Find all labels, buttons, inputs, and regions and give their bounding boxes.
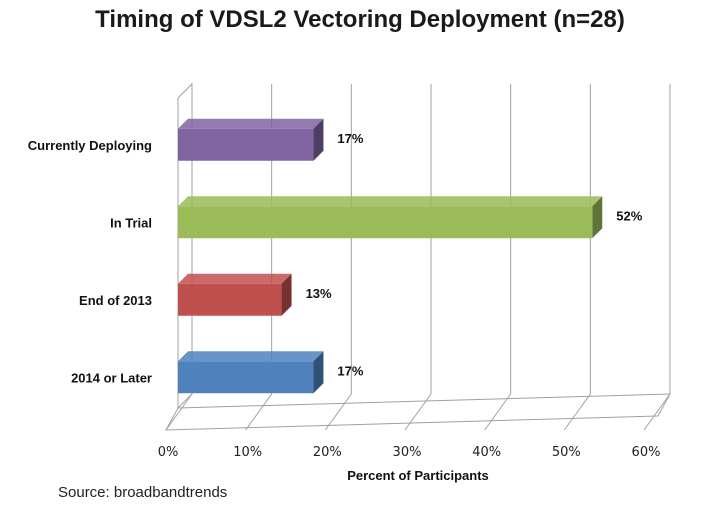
bar-front xyxy=(178,206,593,239)
category-label: End of 2013 xyxy=(79,293,152,308)
data-labels: 17% 52% 13% 17% xyxy=(306,131,643,379)
gridline-floor xyxy=(484,393,512,431)
data-label: 17% xyxy=(337,131,363,146)
bar-top xyxy=(178,351,324,362)
x-tick-label: 0% xyxy=(158,445,179,460)
category-label: Currently Deploying xyxy=(28,138,152,153)
gridline-floor xyxy=(643,393,671,431)
gridline-floor xyxy=(404,393,432,431)
data-label: 13% xyxy=(306,286,332,301)
bars xyxy=(178,118,603,394)
x-tick-label: 40% xyxy=(472,445,501,460)
x-tick-labels: 0% 10% 20% 30% 40% 50% 60% xyxy=(158,445,661,460)
x-axis-label: Percent of Participants xyxy=(347,468,489,483)
category-label: 2014 or Later xyxy=(71,370,152,385)
x-tick-label: 30% xyxy=(393,445,422,460)
data-label: 52% xyxy=(616,208,642,223)
x-tick-label: 10% xyxy=(233,445,262,460)
bar xyxy=(178,351,324,394)
chart-title: Timing of VDSL2 Vectoring Deployment (n=… xyxy=(95,6,625,33)
bar xyxy=(178,273,292,316)
bar-top xyxy=(178,118,324,129)
x-tick-label: 60% xyxy=(632,445,661,460)
gridline-floor xyxy=(563,393,591,431)
bar-side xyxy=(592,196,603,239)
bar-side xyxy=(313,351,324,394)
bar-front xyxy=(178,283,282,316)
category-labels: Currently Deploying In Trial End of 2013 20… xyxy=(28,138,152,386)
bar xyxy=(178,118,324,161)
bar-side xyxy=(281,273,292,316)
bar-front xyxy=(178,128,314,161)
gridline-floor xyxy=(324,393,352,431)
category-label: In Trial xyxy=(110,215,152,230)
bar-top xyxy=(178,273,292,284)
gridline-floor xyxy=(245,393,273,431)
x-tick-label: 20% xyxy=(313,445,342,460)
gridline-floor xyxy=(165,393,193,431)
bar-front xyxy=(178,361,314,394)
data-label: 17% xyxy=(337,363,363,378)
bar xyxy=(178,196,603,239)
bar-side xyxy=(313,118,324,161)
bar-top xyxy=(178,196,603,207)
x-tick-label: 50% xyxy=(552,445,581,460)
source-note: Source: broadbandtrends xyxy=(58,484,228,501)
